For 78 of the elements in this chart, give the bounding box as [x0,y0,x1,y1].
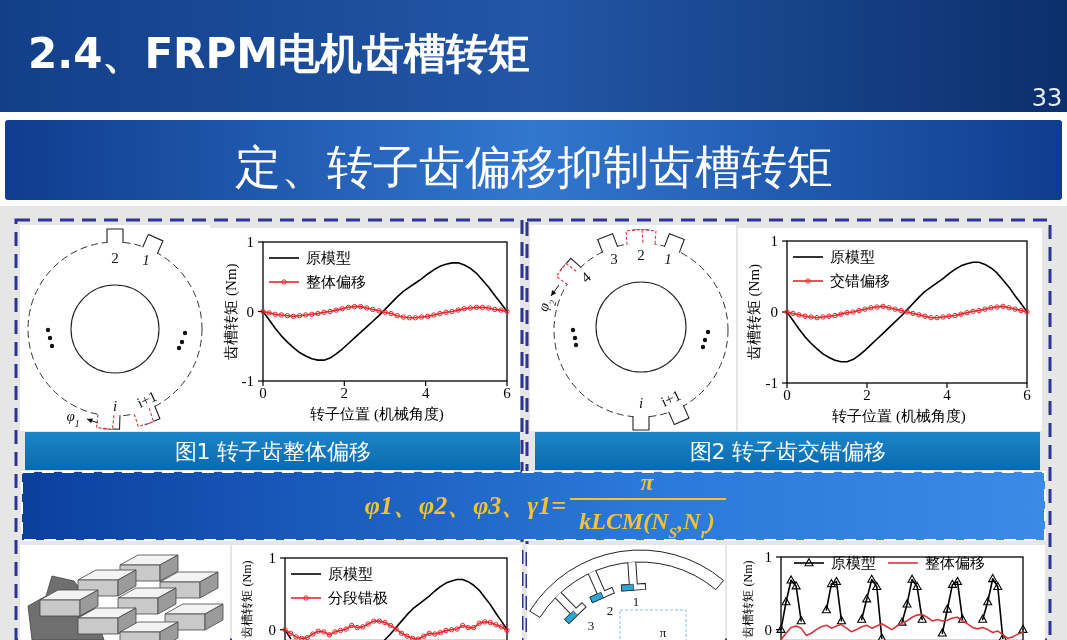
point [902,599,912,608]
y-tick-label: 1 [764,549,772,565]
y-tick-label: 0 [764,621,772,638]
legend-label: 分段错极 [328,590,388,606]
text: 2 [606,603,614,618]
legend-label: 原模型 [831,555,876,571]
caption: 图2 转子齿交错偏移 [689,439,887,464]
point [957,614,968,623]
text: 33 [1031,84,1063,112]
y-tick-label: -1 [241,373,254,389]
point [821,605,831,614]
point [937,628,947,637]
text: i+1 [658,386,684,410]
point [897,617,907,626]
text: 3 [610,251,618,267]
x-tick-label: 4 [421,385,430,401]
point [781,597,791,606]
point [983,597,993,606]
text: 1 [142,252,150,268]
text: φ1、φ2、φ3、γ1= [364,491,566,520]
point [836,616,847,625]
point [1018,624,1028,633]
legend-label: 原模型 [328,566,373,582]
point [826,579,836,588]
caption: 图1 转子齿整体偏移 [174,439,372,464]
point [988,573,998,583]
point [857,614,867,623]
y-tick-label: -1 [765,375,778,391]
y-tick-label: 0 [770,304,778,320]
point [786,575,796,584]
legend-label: 原模型 [306,250,351,266]
x-tick-label: 4 [943,387,952,403]
text: 3 [587,618,595,633]
point [993,581,1003,591]
chart-subtitle: 定、转子齿偏移抑制齿槽转矩 [234,140,833,194]
point [947,579,957,588]
text: 2 [111,250,119,266]
y-axis-title: 齿槽转矩 (Nm) [746,263,763,361]
point [867,574,877,583]
y-tick-label: 1 [246,234,254,250]
x-tick-label: 6 [1023,387,1032,403]
point [831,576,842,586]
x-tick-label: 6 [503,385,512,401]
point [907,574,917,583]
text: i [112,398,118,414]
legend-label: 原模型 [830,249,875,265]
text: π [640,469,655,495]
text: i [638,395,644,411]
point [917,614,927,623]
point [791,581,801,590]
x-axis-title: 转子位置 (机械角度) [832,408,966,425]
x-tick-label: 0 [783,387,791,403]
x-tick-label: 2 [340,385,349,401]
point [952,576,963,586]
legend-label: 整体偏移 [925,555,985,571]
chart-title: 2.4、FRPM电机齿槽转矩 [28,29,531,78]
text: 1 [632,594,640,609]
point [912,581,922,591]
point [862,594,872,603]
x-tick-label: 2 [863,387,871,403]
y-tick-label: 1 [770,233,778,249]
y-axis-title: 齿槽转矩 (Nm) [223,263,240,360]
text: 1 [664,251,672,267]
text: π [659,625,667,640]
text: 4 [577,268,595,286]
y-tick-label: 0 [246,303,254,320]
text: 2 [637,247,645,263]
point [872,581,882,591]
point [796,616,806,625]
x-axis-title: 转子位置 (机械角度) [310,406,444,423]
point [978,614,988,623]
text: i+1 [134,387,160,411]
legend-label: 交错偏移 [830,273,890,289]
point [942,604,952,613]
y-axis-title: 齿槽转矩 (Nm) [240,560,254,638]
text: φ$_{1}$ [66,408,80,429]
y-axis-title: 齿槽转矩 (Nm) [741,560,755,638]
legend-label: 整体偏移 [306,274,366,290]
